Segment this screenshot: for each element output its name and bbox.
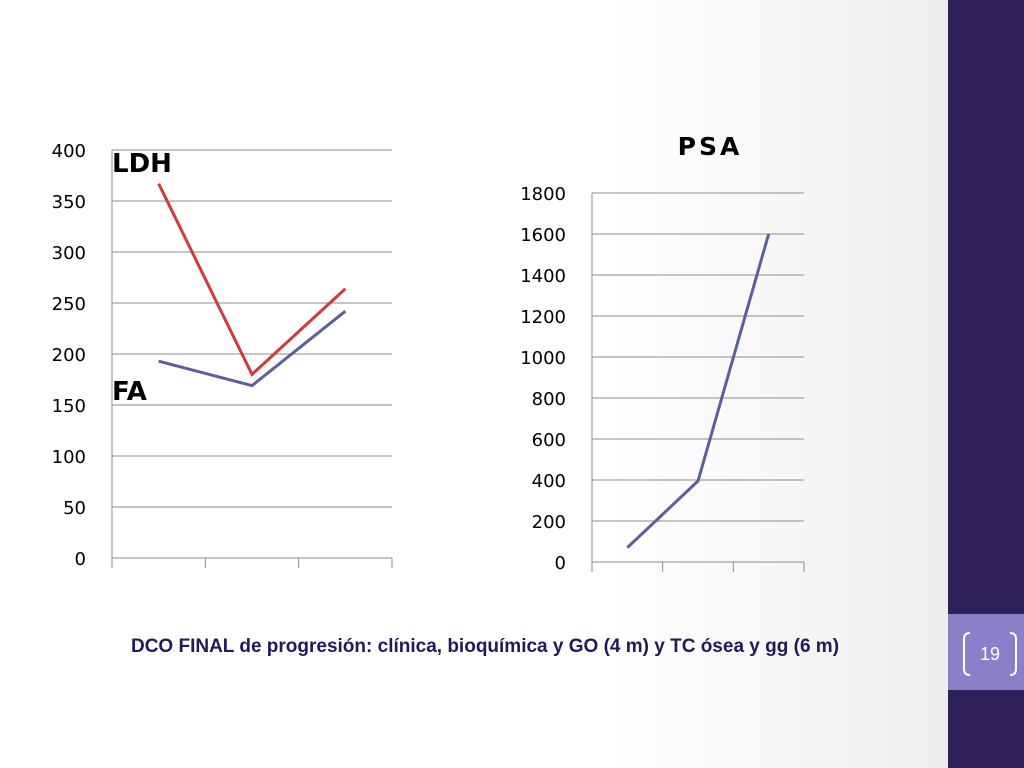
y-tick-label: 1200 xyxy=(520,307,566,328)
page-number-badge xyxy=(948,614,1024,690)
page-number: 19 xyxy=(979,644,1001,664)
y-tick-label: 200 xyxy=(52,345,86,366)
y-tick-label: 200 xyxy=(532,512,566,533)
y-tick-label: 1600 xyxy=(520,225,566,246)
y-tick-label: 150 xyxy=(52,396,86,417)
page-number-frame xyxy=(963,632,1017,676)
y-tick-label: 400 xyxy=(52,141,86,162)
series-line-psa xyxy=(626,233,771,549)
y-tick-label: 350 xyxy=(52,192,86,213)
y-tick-label: 1400 xyxy=(520,266,566,287)
y-tick-label: 1800 xyxy=(520,184,566,205)
y-tick-label: 100 xyxy=(52,447,86,468)
series-label-ldh: LDH xyxy=(112,149,172,179)
y-tick-label: 0 xyxy=(555,553,566,574)
series-label-fa: FA xyxy=(112,377,147,407)
y-tick-label: 300 xyxy=(52,243,86,264)
ldh-fa-chart: 0 50 100 150 200 250 300 350 400 LDH FA xyxy=(52,141,393,570)
chart-title: PSA xyxy=(678,132,743,161)
y-tick-label: 0 xyxy=(75,549,86,570)
y-tick-label: 800 xyxy=(532,389,566,410)
y-tick-label: 250 xyxy=(52,294,86,315)
psa-chart: 0 200 400 600 800 1000 1200 1400 1600 1800 PSA xyxy=(520,132,805,574)
y-tick-label: 600 xyxy=(532,430,566,451)
y-tick-label: 400 xyxy=(532,471,566,492)
y-tick-label: 50 xyxy=(63,498,86,519)
y-tick-label: 1000 xyxy=(520,348,566,369)
caption: DCO FINAL de progresión: clínica, bioquí… xyxy=(130,636,840,657)
